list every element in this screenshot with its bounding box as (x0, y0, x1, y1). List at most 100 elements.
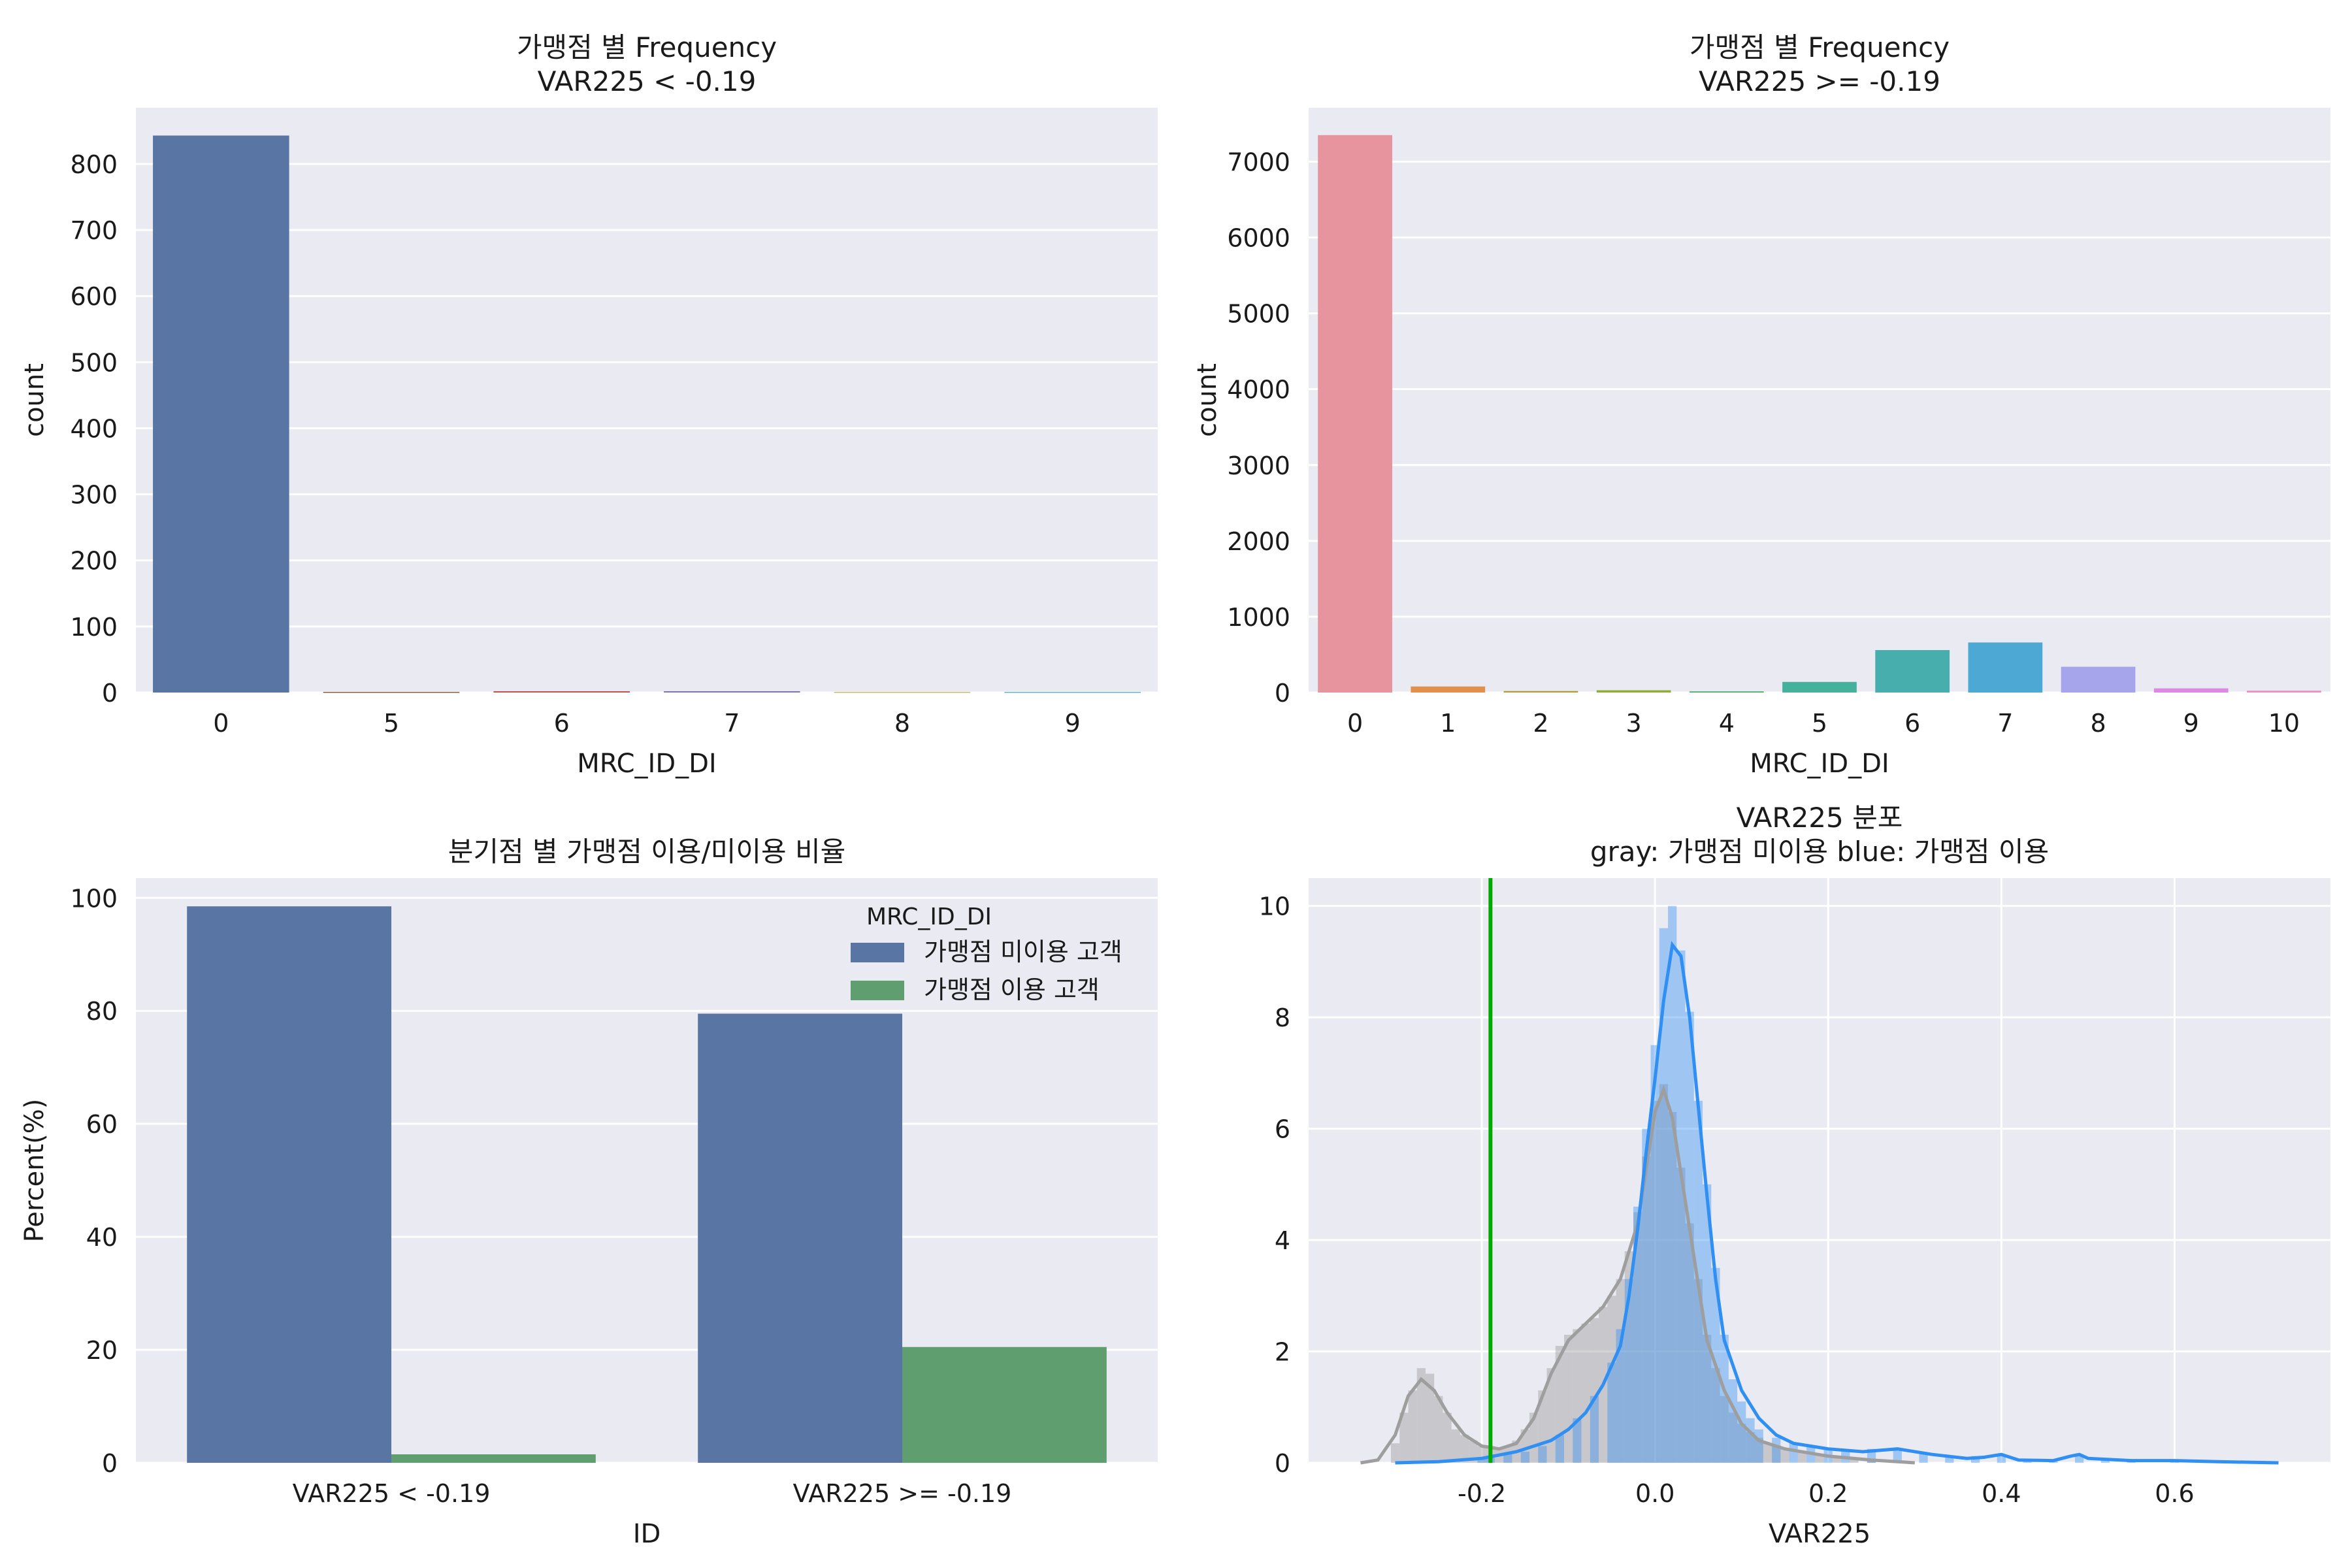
histogram-bar-gray (1564, 1334, 1573, 1463)
histogram-bar-gray (1693, 1279, 1703, 1463)
x-tick-label: 3 (1626, 709, 1642, 738)
kde-line-gray (1360, 1085, 1915, 1465)
chart-panel-1: 0 100 200 300 400 500 600 700 800 0 5 6 7 8 9 MRC_ID_DI… (20, 108, 1158, 779)
legend-title: MRC_ID_DI (866, 904, 992, 930)
chart-panel-4: 0 2 4 6 8 10 -0.2 0.0 0.2 0.4 0.6 VAR225 (1259, 878, 2330, 1549)
histogram-bar-blue (1720, 1334, 1729, 1463)
y-tick-label: 4 (1275, 1226, 1290, 1255)
histogram-bar-gray (1676, 1168, 1686, 1463)
x-tick-label: 0.4 (1982, 1479, 2021, 1508)
x-tick-label: 0 (1347, 709, 1363, 738)
x-tick-label: 0.6 (2155, 1479, 2194, 1508)
y-tick-label: 6000 (1227, 224, 1290, 253)
y-tick-label: 0 (1275, 679, 1290, 708)
histogram-bar-blue (1590, 1396, 1599, 1463)
y-tick-label: 40 (86, 1223, 118, 1252)
bar-6 (1875, 649, 1950, 693)
histogram-bar-gray (1720, 1396, 1729, 1463)
histogram-bar-blue (1555, 1435, 1564, 1463)
histogram-bar-gray (1754, 1437, 1763, 1463)
histogram-bar-blue (1893, 1448, 1902, 1463)
histogram-bar-gray (1746, 1432, 1755, 1463)
chart-title-line1: 가맹점 별 Frequency (517, 31, 777, 63)
y-tick-label: 300 (70, 481, 118, 510)
x-tick-label: VAR225 >= -0.19 (793, 1479, 1012, 1508)
histogram-bar-blue (1503, 1454, 1512, 1463)
y-tick-label: 0 (102, 1449, 118, 1478)
histogram-bar-blue (1520, 1451, 1529, 1463)
histogram-bar-blue (1703, 1184, 1712, 1463)
histogram-bar-gray (1443, 1413, 1452, 1463)
histogram-bar-blue (1624, 1279, 1634, 1463)
x-tick-label: 9 (2183, 709, 2199, 738)
histogram-bar-blue (1945, 1456, 1954, 1463)
histogram-bar-blue (1970, 1456, 1980, 1463)
legend-swatch (851, 981, 904, 1000)
histogram-bar-blue (1633, 1206, 1642, 1463)
histogram-bar-blue (1772, 1437, 1781, 1463)
histogram-bar-gray (1434, 1396, 1443, 1463)
kde-line-blue (1395, 941, 2279, 1465)
x-tick-label: 5 (384, 709, 399, 738)
bar-2 (1503, 691, 1578, 693)
histogram-bar-gray (1685, 1223, 1694, 1463)
x-tick-label: 9 (1065, 709, 1081, 738)
histogram-bar-gray (1416, 1368, 1426, 1463)
x-axis-label: MRC_ID_DI (577, 749, 716, 779)
histogram-bar-blue (1676, 950, 1686, 1463)
histogram-bar-gray (1399, 1413, 1409, 1463)
x-axis-label: ID (633, 1519, 661, 1549)
chart-title-line2: VAR225 >= -0.19 (1699, 65, 1940, 97)
histogram-bar-gray (1763, 1443, 1772, 1463)
y-tick-label: 200 (70, 547, 118, 576)
histogram-bar-gray (1607, 1296, 1616, 1463)
chart-title-line2: VAR225 < -0.19 (538, 65, 757, 97)
bar-1 (1411, 686, 1486, 693)
chart-panel-3: 0 20 40 60 80 100 VAR225 < -0.19 VAR225 >= -0.1… (20, 878, 1158, 1549)
bar-3 (1596, 690, 1671, 693)
histogram-bar-gray (1703, 1334, 1712, 1463)
y-tick-label: 60 (86, 1110, 118, 1139)
plot-area (1309, 108, 2330, 693)
histogram-bar-gray (1425, 1373, 1435, 1463)
chart-title-line1: 가맹점 별 Frequency (1690, 31, 1950, 63)
y-tick-label: 7000 (1227, 148, 1290, 176)
histogram-bar-gray (1659, 1084, 1669, 1463)
y-tick-label: 100 (70, 884, 118, 913)
bar-8 (834, 691, 971, 693)
histogram-bar-gray (1642, 1156, 1651, 1463)
bar-9 (1004, 691, 1141, 693)
x-tick-label: 5 (1812, 709, 1827, 738)
histogram-bar-blue (1616, 1329, 1625, 1463)
y-tick-label: 500 (70, 348, 118, 377)
chart-title-line2: gray: 가맹점 미이용 blue: 가맹점 이용 (1590, 836, 2049, 868)
bar-VAR225-0-19-s1 (187, 906, 391, 1463)
y-tick-label: 4000 (1227, 376, 1290, 404)
chart-title-line1: 분기점 별 가맹점 이용/미이용 비율 (448, 836, 846, 868)
x-tick-label: 7 (1997, 709, 2013, 738)
histogram-bar-gray (1573, 1329, 1582, 1463)
histogram-bar-gray (1797, 1451, 1807, 1463)
bar-0 (1318, 135, 1392, 693)
x-tick-label: 2 (1533, 709, 1548, 738)
histogram-bar-blue (1607, 1362, 1616, 1463)
histogram-bar-gray (1650, 1100, 1659, 1463)
y-tick-label: 100 (70, 613, 118, 642)
x-tick-label: 8 (2090, 709, 2106, 738)
legend-swatch (851, 943, 904, 962)
bar-7 (1968, 642, 2043, 693)
histogram-bar-blue (1746, 1418, 1755, 1463)
bar-7 (664, 691, 800, 693)
histogram-bar-gray (1728, 1413, 1738, 1463)
y-tick-label: 0 (1275, 1449, 1290, 1478)
x-tick-label: 0 (213, 709, 229, 738)
y-axis-label: count (1192, 363, 1222, 437)
bar-5 (323, 691, 460, 693)
bar-4 (1689, 691, 1764, 693)
histogram-bar-gray (1390, 1443, 1400, 1463)
x-tick-label: 7 (724, 709, 740, 738)
x-tick-label: 0.2 (1808, 1479, 1848, 1508)
x-tick-label: 6 (1904, 709, 1920, 738)
